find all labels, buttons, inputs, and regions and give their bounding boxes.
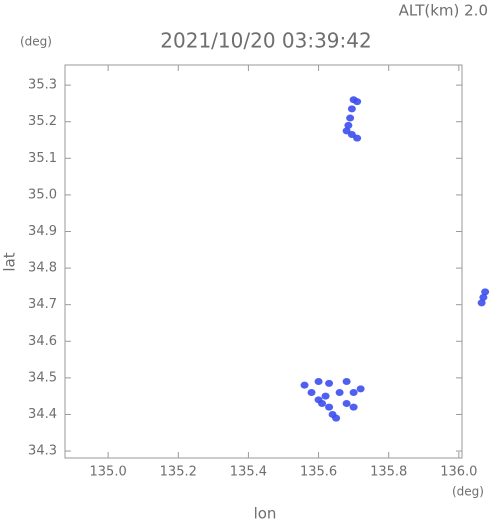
echo-blob [346,114,355,122]
echo-blob [325,403,334,411]
y-axis-label: lat [1,252,19,271]
echo-blob [318,399,327,407]
y-tick-label: 34.7 [28,297,57,312]
echo-blob [332,414,341,422]
echo-blob [342,378,351,386]
y-tick-label: 35.0 [28,187,57,202]
plot-frame [64,64,463,459]
x-tick-label: 136.0 [440,465,477,480]
x-tick-label: 135.2 [160,465,197,480]
y-tick-label: 35.2 [28,114,57,129]
x-axis-label: lon [254,505,277,521]
y-tick-label: 34.5 [28,370,57,385]
echo-blob [342,399,351,407]
echo-blob [349,403,358,411]
y-tick-label: 34.9 [28,224,57,239]
echo-blob [335,389,344,396]
subtitle: ALT(km) 2.0 [399,2,488,20]
echo-blob [314,378,323,386]
echo-blob [356,385,365,393]
echo-blob [300,381,309,389]
echo-blob [321,392,330,400]
echo-blob [481,288,490,296]
y-tick-label: 35.3 [28,78,57,93]
x-unit: (deg) [452,485,484,499]
y-tick-label: 34.8 [28,261,57,276]
echo-blob [347,105,356,113]
y-tick-label: 34.6 [28,334,57,349]
echo-blob [353,98,362,106]
y-tick-label: 34.4 [28,407,57,422]
x-tick-label: 135.6 [300,465,337,480]
echo-blob [479,293,488,301]
echo-blob [307,389,316,396]
x-tick-label: 135.4 [230,465,267,480]
y-unit: (deg) [20,35,52,49]
echo-blob [353,134,362,142]
echo-blob [325,379,334,387]
chart-title: 2021/10/20 03:39:42 [160,29,371,53]
echo-blob [344,121,353,129]
y-tick-label: 34.3 [28,444,57,459]
echo-blob [477,299,486,307]
y-tick-label: 35.1 [28,151,57,166]
x-tick-label: 135.0 [90,465,127,480]
echo-blob [349,389,358,396]
x-tick-label: 135.8 [370,465,407,480]
